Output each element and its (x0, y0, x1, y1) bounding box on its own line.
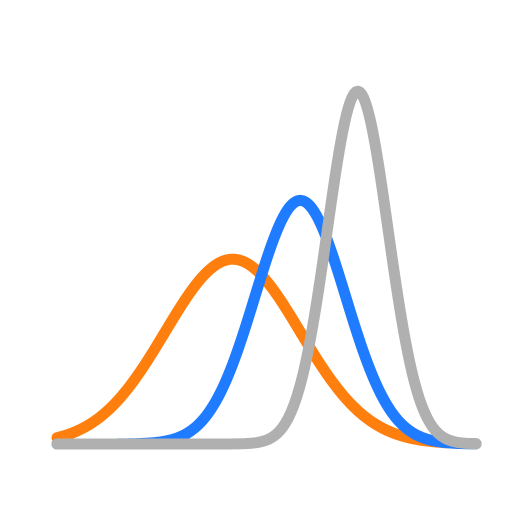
orange-bell-curve (57, 259, 476, 444)
blue-bell-curve (57, 200, 476, 444)
